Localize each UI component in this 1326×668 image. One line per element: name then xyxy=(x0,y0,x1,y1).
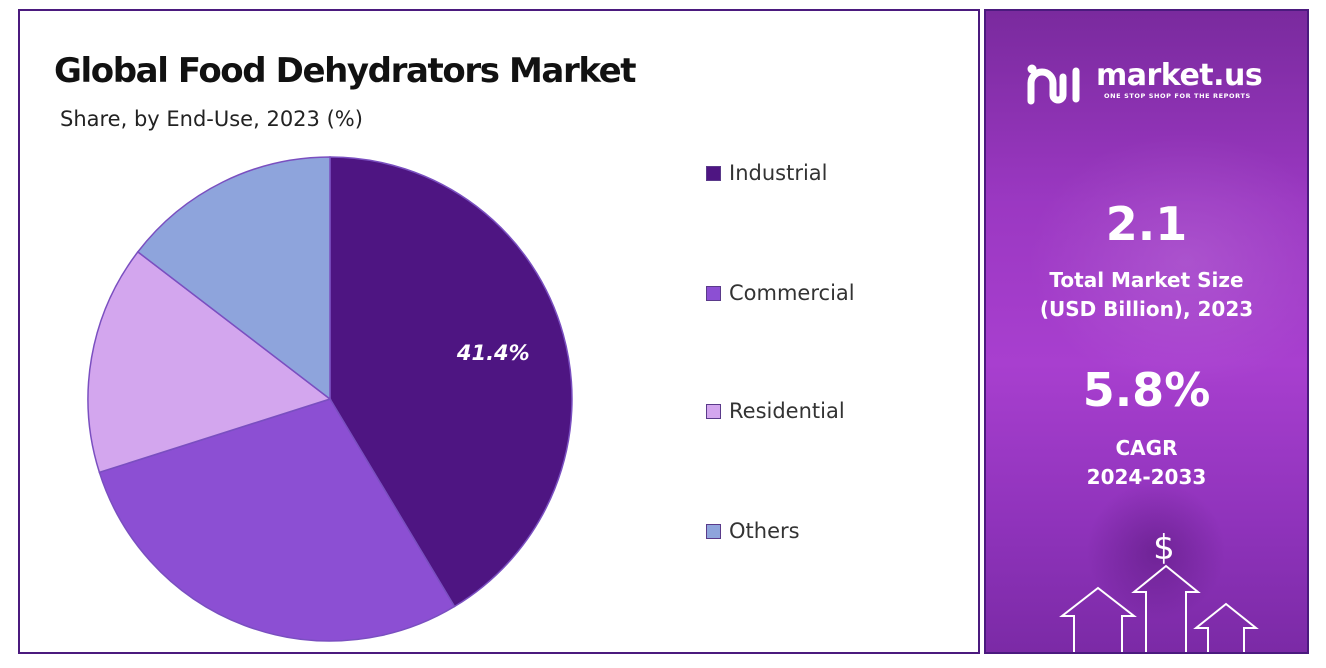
legend-item-industrial: Industrial xyxy=(706,161,828,185)
up-arrow-icon xyxy=(1059,586,1137,652)
legend-item-residential: Residential xyxy=(706,399,845,423)
market-size-caption-line2: (USD Billion), 2023 xyxy=(1039,297,1254,321)
chart-panel: Global Food Dehydrators Market Share, by… xyxy=(18,9,980,654)
logo-tagline: ONE STOP SHOP FOR THE REPORTS xyxy=(1104,92,1251,100)
pie-slice-industrial xyxy=(329,156,573,608)
market-size-value: 2.1 xyxy=(1105,197,1188,251)
chart-title: Global Food Dehydrators Market xyxy=(54,51,637,91)
background-glow xyxy=(1026,131,1307,391)
summary-panel: market.us ONE STOP SHOP FOR THE REPORTS … xyxy=(984,9,1309,654)
cagr-caption-line2: 2024-2033 xyxy=(1086,465,1207,489)
pie-chart: 41.4% xyxy=(87,156,573,642)
market-us-logo-icon xyxy=(1027,64,1080,105)
market-us-logo: market.us ONE STOP SHOP FOR THE REPORTS xyxy=(1026,58,1263,109)
logo-name: market.us xyxy=(1096,58,1263,93)
legend-swatch xyxy=(706,403,721,419)
up-arrow-icon xyxy=(1193,602,1259,652)
legend-item-others: Others xyxy=(706,519,800,543)
pie-data-label-industrial: 41.4% xyxy=(456,341,530,365)
legend-label: Commercial xyxy=(729,281,855,305)
dollar-icon: $ xyxy=(1153,528,1175,568)
pie-slice-residential xyxy=(87,250,332,474)
up-arrow-icon xyxy=(1131,564,1201,652)
market-size-caption-line1: Total Market Size xyxy=(1049,268,1244,292)
legend-label: Industrial xyxy=(729,161,828,185)
cagr-value: 5.8% xyxy=(1082,363,1211,417)
chart-subtitle: Share, by End-Use, 2023 (%) xyxy=(60,107,363,131)
legend-swatch xyxy=(706,165,721,181)
legend-label: Others xyxy=(729,519,800,543)
pie-slice-commercial xyxy=(98,398,456,642)
legend-item-commercial: Commercial xyxy=(706,281,855,305)
legend-swatch xyxy=(706,523,721,539)
cagr-caption-line1: CAGR xyxy=(1115,436,1178,460)
legend-swatch xyxy=(706,285,721,301)
pie-slice-others xyxy=(136,156,331,401)
growth-illustration: $ xyxy=(1059,528,1259,652)
legend-label: Residential xyxy=(729,399,845,423)
